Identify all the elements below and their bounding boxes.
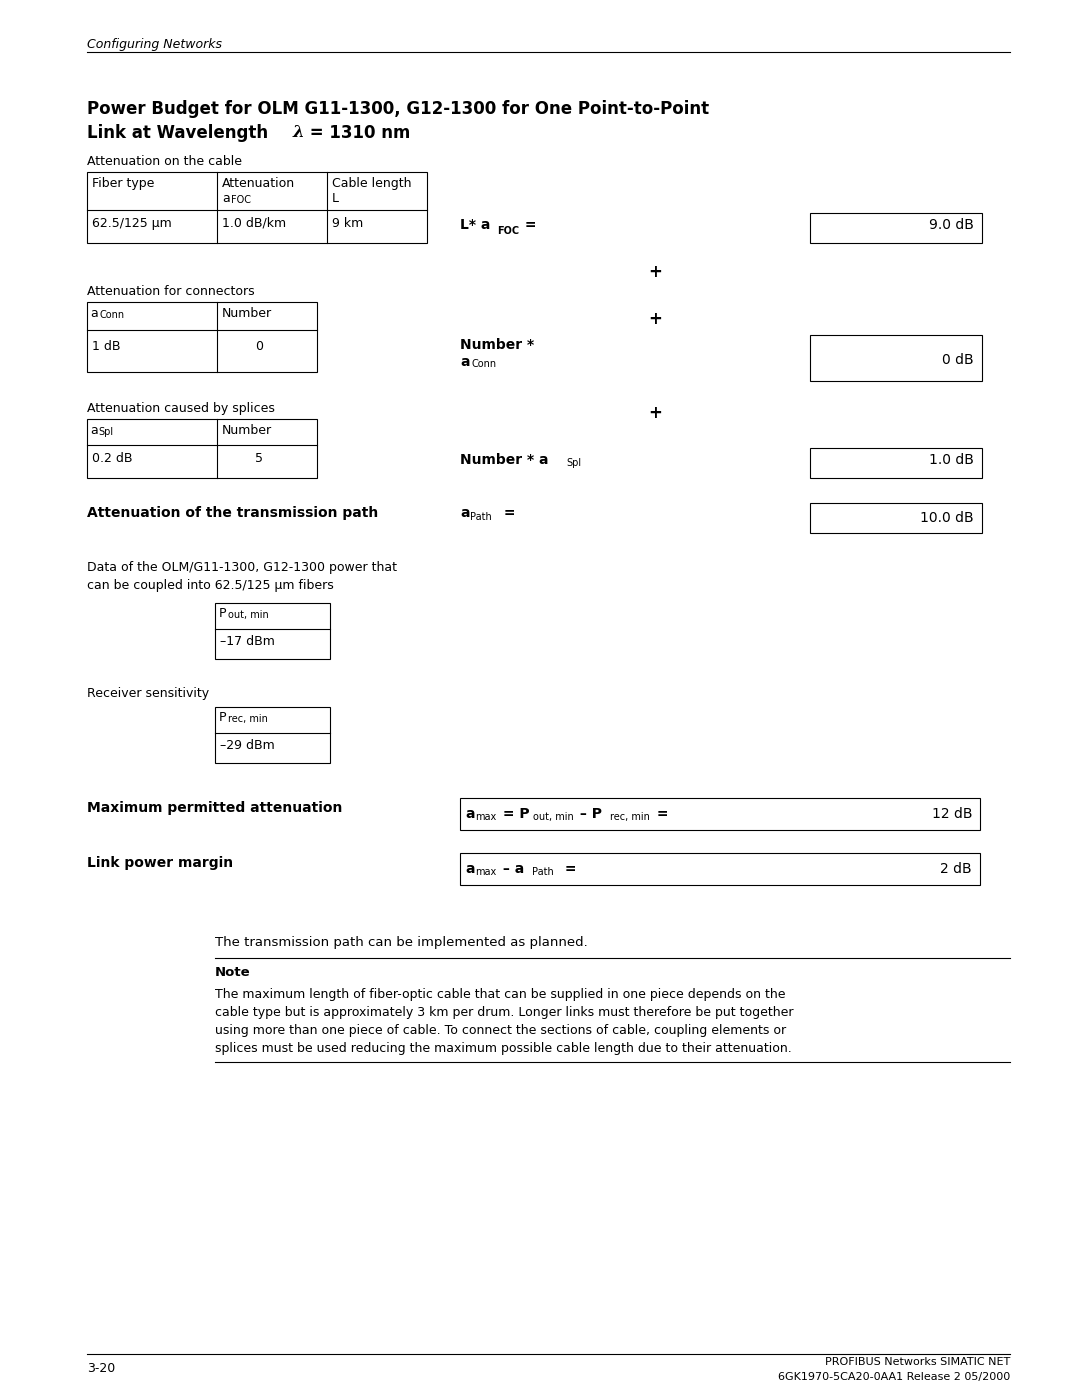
Text: λ: λ — [293, 124, 305, 141]
Bar — [460, 854, 980, 886]
Text: 1.0 dB/km: 1.0 dB/km — [222, 217, 286, 231]
Text: 3-20: 3-20 — [87, 1362, 116, 1375]
Text: FOC: FOC — [231, 196, 251, 205]
Text: 0.2 dB: 0.2 dB — [92, 453, 133, 465]
Bar — [810, 212, 982, 243]
Text: Note: Note — [215, 965, 251, 979]
Text: +: + — [648, 404, 662, 422]
Text: – P: – P — [575, 807, 602, 821]
Text: P: P — [219, 608, 227, 620]
Bar — [810, 448, 982, 478]
Text: +: + — [648, 310, 662, 328]
Text: 1.0 dB: 1.0 dB — [929, 453, 974, 467]
Text: = 1310 nm: = 1310 nm — [303, 124, 410, 142]
Text: max: max — [475, 812, 496, 821]
Text: Cable length: Cable length — [332, 177, 411, 190]
Text: Number: Number — [222, 425, 272, 437]
Text: Conn: Conn — [471, 359, 496, 369]
Text: =: = — [519, 218, 537, 232]
Text: L: L — [332, 191, 339, 205]
Text: Fiber type: Fiber type — [92, 177, 154, 190]
Bar — [810, 335, 982, 381]
Text: a: a — [90, 425, 98, 437]
Text: Number: Number — [222, 307, 272, 320]
Text: a: a — [460, 506, 470, 520]
Text: = P: = P — [498, 807, 529, 821]
Text: Conn: Conn — [99, 310, 124, 320]
Text: Attenuation for connectors: Attenuation for connectors — [87, 285, 255, 298]
Text: a: a — [222, 191, 230, 205]
Text: P: P — [219, 711, 227, 724]
Text: =: = — [561, 862, 577, 876]
Text: a: a — [90, 307, 98, 320]
Text: Link power margin: Link power margin — [87, 856, 233, 870]
Text: Path: Path — [470, 511, 491, 522]
Text: Path: Path — [532, 868, 554, 877]
Text: using more than one piece of cable. To connect the sections of cable, coupling e: using more than one piece of cable. To c… — [215, 1024, 786, 1037]
Text: –29 dBm: –29 dBm — [220, 739, 274, 752]
Text: a: a — [465, 862, 474, 876]
Text: Link at Wavelength: Link at Wavelength — [87, 124, 280, 142]
Text: Number * a: Number * a — [460, 453, 549, 467]
Bar — [87, 302, 318, 372]
Text: 12 dB: 12 dB — [931, 807, 972, 821]
Text: out, min: out, min — [228, 610, 269, 620]
Text: Attenuation: Attenuation — [222, 177, 295, 190]
Bar — [87, 172, 427, 243]
Text: L* a: L* a — [460, 218, 490, 232]
Text: rec, min: rec, min — [228, 714, 268, 724]
Text: splices must be used reducing the maximum possible cable length due to their att: splices must be used reducing the maximu… — [215, 1042, 792, 1055]
Text: can be coupled into 62.5/125 μm fibers: can be coupled into 62.5/125 μm fibers — [87, 578, 334, 592]
Text: =: = — [652, 807, 669, 821]
Text: The transmission path can be implemented as planned.: The transmission path can be implemented… — [215, 936, 588, 949]
Text: a: a — [460, 355, 470, 369]
Text: 5: 5 — [255, 453, 264, 465]
Text: –17 dBm: –17 dBm — [220, 636, 275, 648]
Text: Attenuation of the transmission path: Attenuation of the transmission path — [87, 506, 378, 520]
Text: Attenuation caused by splices: Attenuation caused by splices — [87, 402, 275, 415]
Text: Receiver sensitivity: Receiver sensitivity — [87, 687, 210, 700]
Text: 0 dB: 0 dB — [943, 353, 974, 367]
Bar — [87, 419, 318, 478]
Bar — [215, 707, 330, 763]
Text: 2 dB: 2 dB — [941, 862, 972, 876]
Text: FOC: FOC — [497, 226, 519, 236]
Text: rec, min: rec, min — [610, 812, 650, 821]
Text: 0: 0 — [255, 339, 264, 353]
Text: – a: – a — [498, 862, 524, 876]
Text: cable type but is approximately 3 km per drum. Longer links must therefore be pu: cable type but is approximately 3 km per… — [215, 1006, 794, 1018]
Bar — [460, 798, 980, 830]
Text: Spl: Spl — [566, 458, 581, 468]
Text: 9 km: 9 km — [332, 217, 363, 231]
Text: 1 dB: 1 dB — [92, 339, 121, 353]
Text: +: + — [648, 263, 662, 281]
Text: PROFIBUS Networks SIMATIC NET: PROFIBUS Networks SIMATIC NET — [825, 1356, 1010, 1368]
Text: Spl: Spl — [98, 427, 113, 437]
Text: Data of the OLM/G11-1300, G12-1300 power that: Data of the OLM/G11-1300, G12-1300 power… — [87, 562, 397, 574]
Bar — [215, 604, 330, 659]
Text: =: = — [499, 506, 515, 520]
Text: 62.5/125 μm: 62.5/125 μm — [92, 217, 172, 231]
Text: a: a — [465, 807, 474, 821]
Text: out, min: out, min — [534, 812, 573, 821]
Text: The maximum length of fiber-optic cable that can be supplied in one piece depend: The maximum length of fiber-optic cable … — [215, 988, 785, 1002]
Text: 6GK1970-5CA20-0AA1 Release 2 05/2000: 6GK1970-5CA20-0AA1 Release 2 05/2000 — [778, 1372, 1010, 1382]
Text: Power Budget for OLM G11-1300, G12-1300 for One Point-to-Point: Power Budget for OLM G11-1300, G12-1300 … — [87, 101, 710, 117]
Text: 9.0 dB: 9.0 dB — [929, 218, 974, 232]
Text: max: max — [475, 868, 496, 877]
Text: Number *: Number * — [460, 338, 535, 352]
Text: Maximum permitted attenuation: Maximum permitted attenuation — [87, 800, 342, 814]
Text: Attenuation on the cable: Attenuation on the cable — [87, 155, 242, 168]
Text: Configuring Networks: Configuring Networks — [87, 38, 222, 52]
Bar — [810, 503, 982, 534]
Text: 10.0 dB: 10.0 dB — [920, 511, 974, 525]
